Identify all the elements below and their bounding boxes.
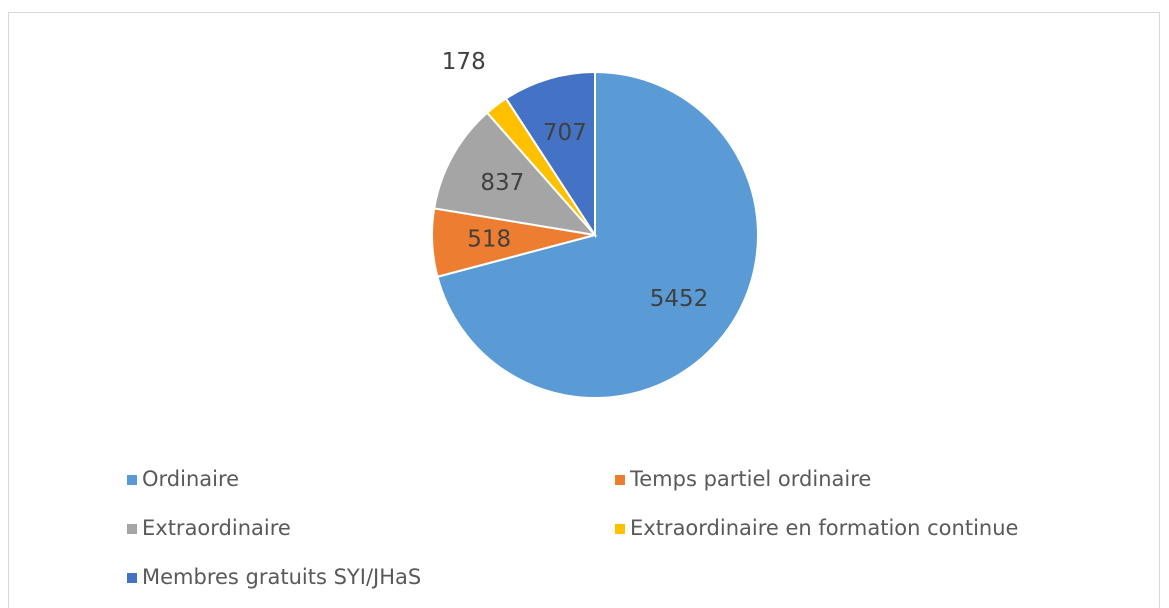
legend-label: Membres gratuits SYI/JHaS [142, 565, 421, 589]
legend-swatch [127, 524, 137, 534]
legend-label: Ordinaire [142, 467, 239, 491]
legend-label: Extraordinaire en formation continue [630, 516, 1018, 540]
legend-swatch [615, 475, 625, 485]
data-label: 707 [543, 120, 587, 146]
data-label: 837 [480, 170, 524, 196]
pie-slice [433, 111, 598, 237]
data-label: 518 [467, 227, 511, 253]
pie-slice [436, 70, 759, 399]
legend-swatch [615, 524, 625, 534]
legend-label: Temps partiel ordinaire [629, 467, 871, 491]
legend-label: Extraordinaire [142, 516, 291, 540]
legend-swatch [127, 573, 137, 583]
data-label: 178 [442, 49, 486, 75]
data-label: 5452 [650, 286, 709, 312]
pie-slice [504, 70, 596, 239]
legend-swatch [127, 475, 137, 485]
